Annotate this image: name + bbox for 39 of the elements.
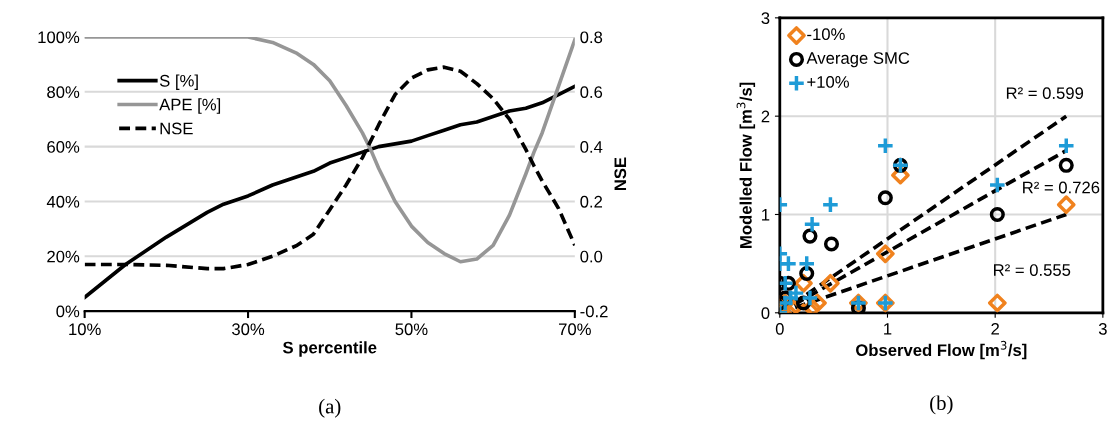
y2-tick-label: 0.8 xyxy=(580,31,603,44)
y-tick-label: 60% xyxy=(47,141,80,153)
y-tick-label: 100% xyxy=(38,31,80,44)
legend-label: -10% xyxy=(807,28,845,41)
x-axis-title: S percentile xyxy=(282,341,377,357)
annotation: R² = 0.555 xyxy=(994,264,1071,276)
x-tick-label: 3 xyxy=(1098,322,1107,335)
y2-tick-label: 0.0 xyxy=(580,250,603,263)
y-tick-label: 1 xyxy=(762,209,770,221)
y2-tick-label: 0.2 xyxy=(580,195,603,208)
y-tick-label: 80% xyxy=(47,86,80,98)
x-tick-label: 1 xyxy=(884,323,892,335)
x-tick-label: 2 xyxy=(991,322,999,335)
y-tick-label: 3 xyxy=(761,12,770,25)
legend-label: S [%] xyxy=(159,74,198,90)
y2-tick-label: 0.6 xyxy=(580,86,603,98)
legend-label: NSE xyxy=(160,122,193,135)
y2-tick-label: 0.4 xyxy=(580,141,603,153)
y-axis-title: Modelled Flow [m$^{3}$/s] xyxy=(736,82,756,248)
x-tick-label: 30% xyxy=(232,323,265,336)
y-tick-label: 40% xyxy=(46,195,80,208)
legend-label: Average SMC xyxy=(806,52,910,68)
y-tick-label: 20% xyxy=(47,250,80,263)
text: (a) xyxy=(319,398,341,418)
annotation: R² = 0.599 xyxy=(1006,87,1084,100)
y-tick-label: 0% xyxy=(56,305,80,318)
x-tick-label: 50% xyxy=(395,323,428,336)
x-tick-label: 70% xyxy=(559,323,591,336)
text: (b) xyxy=(930,395,953,415)
legend-label: +10% xyxy=(807,76,849,88)
annotation: R² = 0.726 xyxy=(1023,181,1100,194)
x-tick-label: 0 xyxy=(775,322,784,335)
x-tick-label: 10% xyxy=(69,323,101,336)
y2-axis-title: NSE xyxy=(614,157,627,191)
y-tick-label: 2 xyxy=(761,110,770,123)
y-tick-label: 0 xyxy=(761,307,770,319)
y2-tick-label: -0.2 xyxy=(580,305,608,318)
x-axis-title: Observed Flow [m$^{3}$/s] xyxy=(856,340,1027,360)
legend-label: APE [%] xyxy=(159,98,221,114)
